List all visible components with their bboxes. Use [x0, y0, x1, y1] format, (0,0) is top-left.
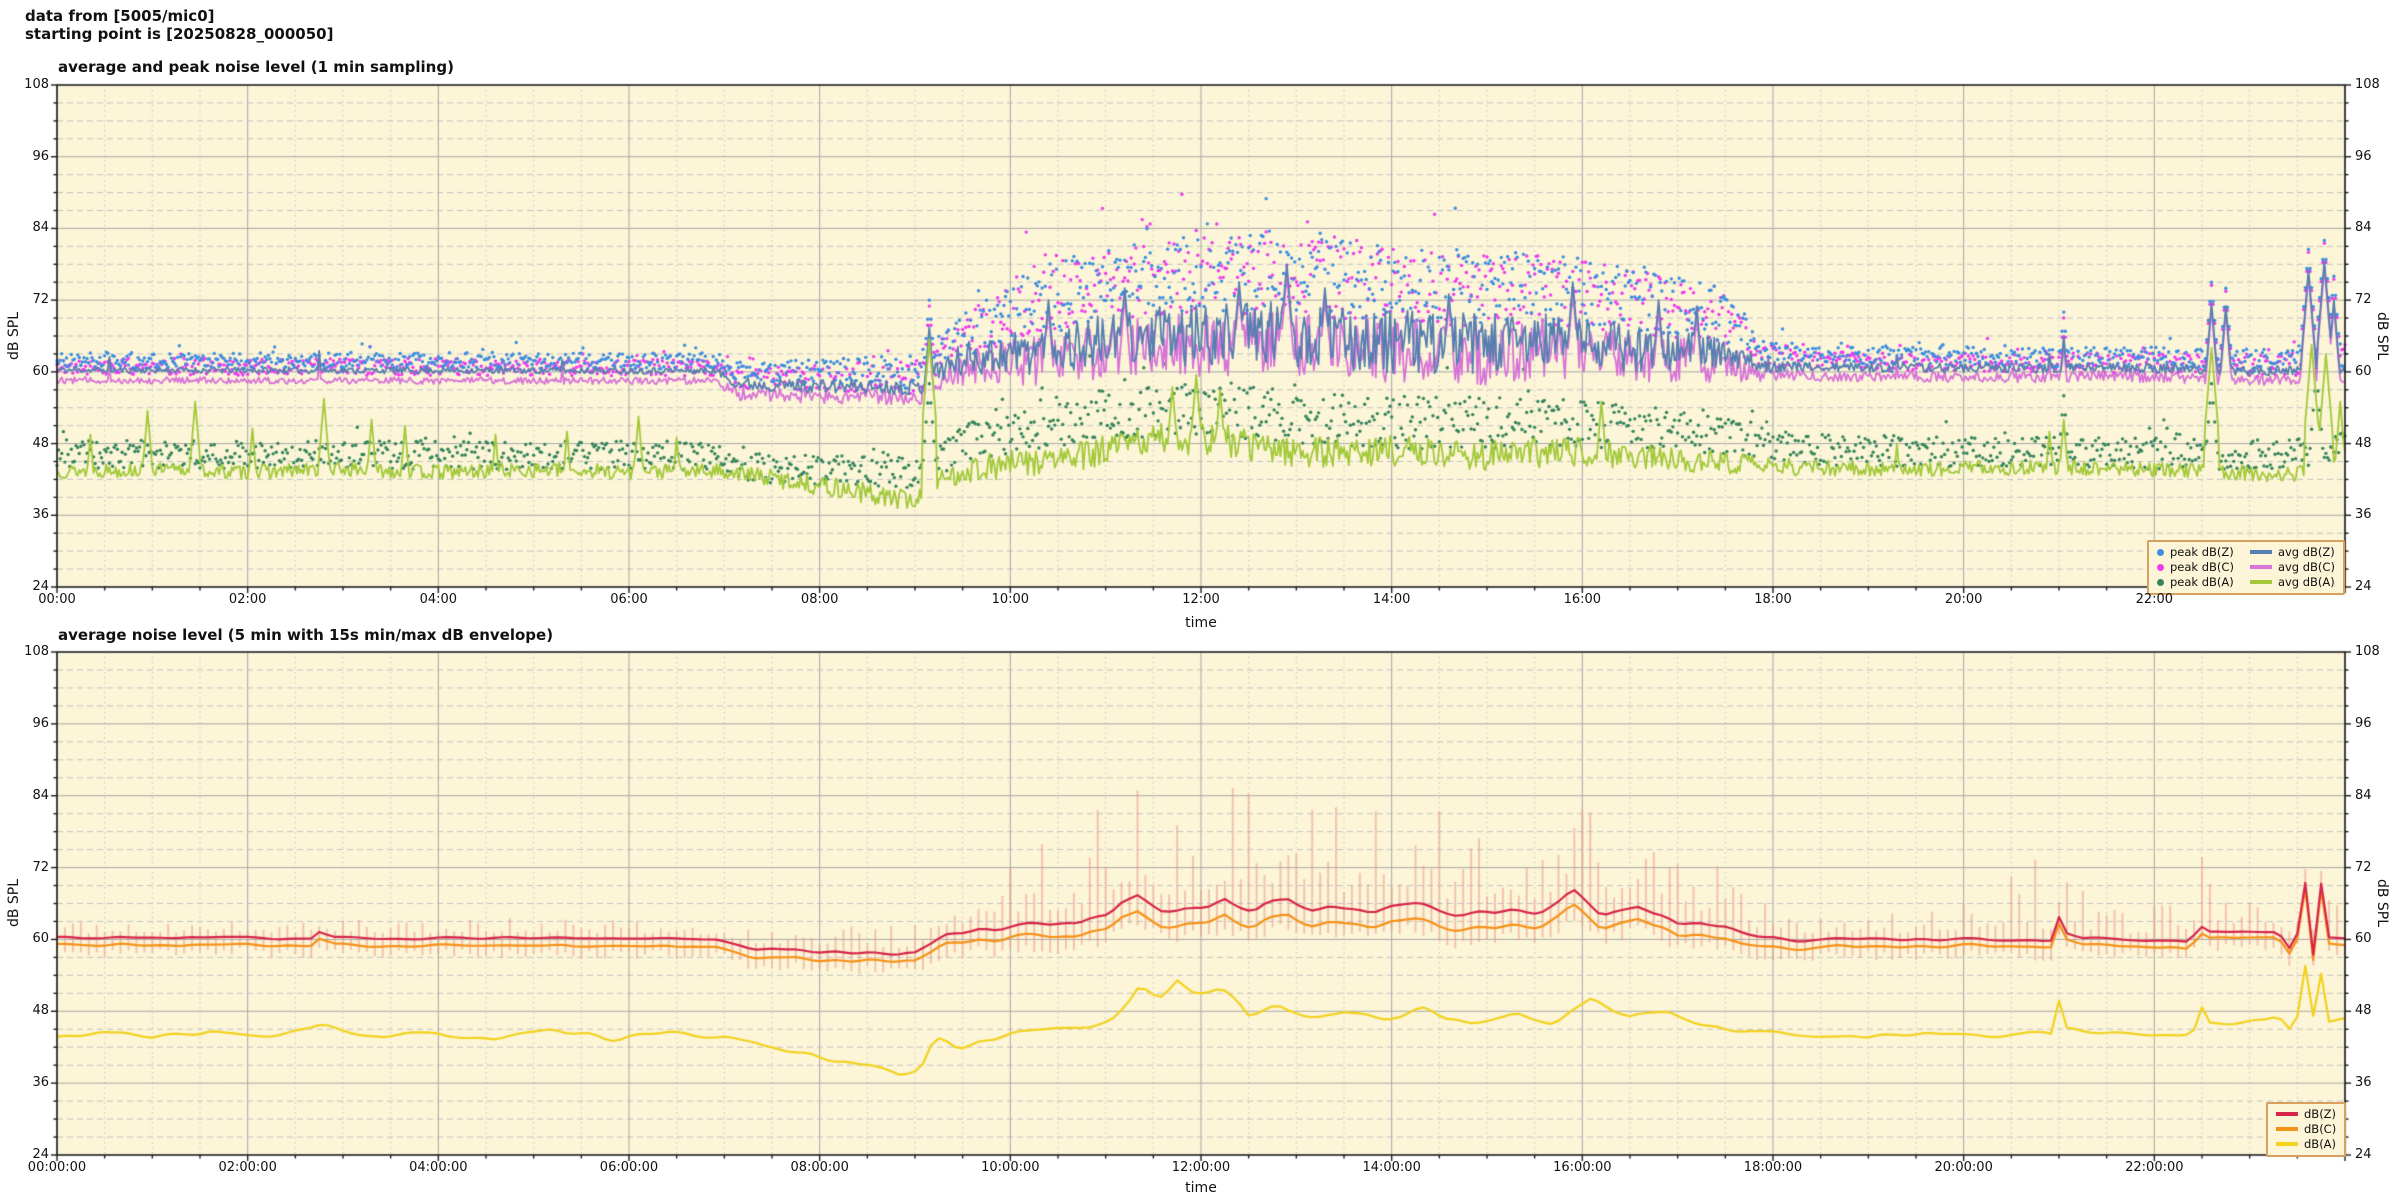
legend-label: avg dB(C) — [2277, 560, 2335, 574]
x-tick-label: 10:00:00 — [981, 1160, 1040, 1175]
y2-tick-label: 48 — [2355, 1003, 2372, 1019]
legend-entry: peak dB(A) — [2157, 575, 2234, 589]
bottom-chart-title: average noise level (5 min with 15s min/… — [58, 626, 554, 644]
y2-tick-label: 96 — [2355, 148, 2372, 164]
y2-tick-label: 36 — [2355, 1075, 2372, 1091]
y2-tick-label: 72 — [2355, 859, 2372, 875]
legend-line-marker-icon — [2276, 1142, 2298, 1146]
legend-line-marker-icon — [2249, 565, 2272, 569]
legend-entry: dB(A) — [2276, 1137, 2336, 1151]
y2-tick-label: 48 — [2355, 435, 2372, 451]
y-tick-label: 24 — [32, 1147, 49, 1162]
x-tick-label: 20:00 — [1944, 592, 1983, 607]
y2-tick-label: 36 — [2355, 507, 2372, 523]
y2-tick-label: 60 — [2355, 363, 2372, 379]
legend-label: avg dB(Z) — [2277, 545, 2335, 559]
y-tick-label: 60 — [32, 931, 49, 947]
legend-entry: dB(Z) — [2276, 1107, 2336, 1121]
y2-tick-label: 108 — [2355, 644, 2380, 659]
legend-label: peak dB(Z) — [2170, 545, 2234, 559]
y-tick-label: 48 — [32, 1003, 49, 1019]
x-tick-label: 22:00 — [2135, 592, 2174, 607]
x-tick-label: 04:00:00 — [409, 1160, 468, 1175]
legend-line-marker-icon — [2249, 550, 2272, 554]
x-tick-label: 18:00:00 — [1743, 1160, 1803, 1175]
legend-line-marker-icon — [2276, 1112, 2298, 1116]
x-tick-label: 06:00 — [610, 592, 648, 607]
header-line1: data from [5005/mic0] — [25, 7, 215, 25]
y2-tick-label: 60 — [2355, 931, 2372, 947]
legend-entry: avg dB(Z) — [2249, 545, 2335, 559]
bottom-x-axis-label: time — [1185, 1180, 1217, 1196]
y2-tick-label: 72 — [2355, 292, 2372, 308]
y-tick-label: 36 — [32, 507, 49, 523]
y-tick-label: 72 — [32, 859, 49, 875]
legend-label: avg dB(A) — [2277, 575, 2335, 589]
y2-tick-label: 24 — [2355, 1147, 2372, 1162]
x-tick-label: 18:00 — [1754, 592, 1792, 607]
x-tick-label: 08:00:00 — [790, 1160, 849, 1175]
y-tick-label: 72 — [32, 292, 49, 308]
x-tick-label: 00:00:00 — [27, 1160, 87, 1175]
y-tick-label: 96 — [32, 715, 49, 731]
legend-line-marker-icon — [2276, 1127, 2298, 1131]
y-tick-label: 108 — [24, 77, 49, 92]
legend-label: dB(A) — [2304, 1137, 2337, 1151]
legend-dot-marker-icon — [2157, 563, 2164, 571]
y-tick-label: 60 — [32, 363, 49, 379]
x-tick-label: 12:00:00 — [1171, 1160, 1231, 1175]
legend-label: dB(C) — [2304, 1122, 2337, 1136]
legend-entry: avg dB(A) — [2249, 575, 2335, 589]
legend-label: peak dB(C) — [2170, 560, 2234, 574]
y-tick-label: 24 — [32, 579, 49, 594]
x-tick-label: 08:00 — [800, 592, 839, 607]
top-chart-canvas — [48, 76, 2354, 596]
legend-entry: peak dB(C) — [2157, 560, 2234, 574]
legend-dot-marker-icon — [2157, 578, 2164, 586]
top-chart-legend: peak dB(Z) avg dB(Z) peak dB(C) avg dB(C) pe… — [2147, 540, 2345, 595]
y-tick-label: 84 — [32, 220, 49, 236]
top-x-axis-label: time — [1185, 615, 1217, 631]
y2-tick-label: 96 — [2355, 715, 2372, 731]
y-tick-label: 108 — [24, 644, 49, 659]
x-tick-label: 22:00:00 — [2125, 1160, 2184, 1175]
y-tick-label: 36 — [32, 1075, 49, 1091]
bottom-chart-legend: dB(Z) dB(C) dB(A) — [2266, 1102, 2347, 1157]
top-chart-title: average and peak noise level (1 min samp… — [58, 58, 454, 76]
y-tick-label: 96 — [32, 148, 49, 164]
legend-label: dB(Z) — [2304, 1107, 2337, 1121]
top-y2-axis-label: dB SPL — [2374, 311, 2390, 361]
legend-dot-marker-icon — [2157, 548, 2164, 556]
bottom-chart-canvas — [48, 643, 2354, 1164]
legend-entry: peak dB(Z) — [2157, 545, 2234, 559]
x-tick-label: 14:00:00 — [1362, 1160, 1421, 1175]
y-tick-label: 48 — [32, 435, 49, 451]
x-tick-label: 06:00:00 — [599, 1160, 659, 1175]
x-tick-label: 02:00:00 — [218, 1160, 277, 1175]
y2-tick-label: 84 — [2355, 220, 2372, 236]
y-tick-label: 84 — [32, 787, 49, 803]
x-tick-label: 02:00 — [228, 592, 267, 607]
x-tick-label: 16:00:00 — [1553, 1160, 1612, 1175]
legend-label: peak dB(A) — [2170, 575, 2234, 589]
x-tick-label: 10:00 — [991, 592, 1030, 607]
legend-line-marker-icon — [2249, 580, 2272, 584]
y2-tick-label: 84 — [2355, 787, 2372, 803]
x-tick-label: 12:00 — [1182, 592, 1220, 607]
bottom-y2-axis-label: dB SPL — [2374, 878, 2390, 928]
legend-entry: dB(C) — [2276, 1122, 2336, 1136]
header-line2: starting point is [20250828_000050] — [25, 25, 334, 43]
legend-entry: avg dB(C) — [2249, 560, 2335, 574]
x-tick-label: 16:00 — [1563, 592, 1602, 607]
y2-tick-label: 24 — [2355, 579, 2372, 594]
x-tick-label: 00:00 — [38, 592, 76, 607]
y2-tick-label: 108 — [2355, 77, 2380, 92]
x-tick-label: 14:00 — [1372, 592, 1411, 607]
x-tick-label: 20:00:00 — [1934, 1160, 1993, 1175]
x-tick-label: 04:00 — [419, 592, 458, 607]
